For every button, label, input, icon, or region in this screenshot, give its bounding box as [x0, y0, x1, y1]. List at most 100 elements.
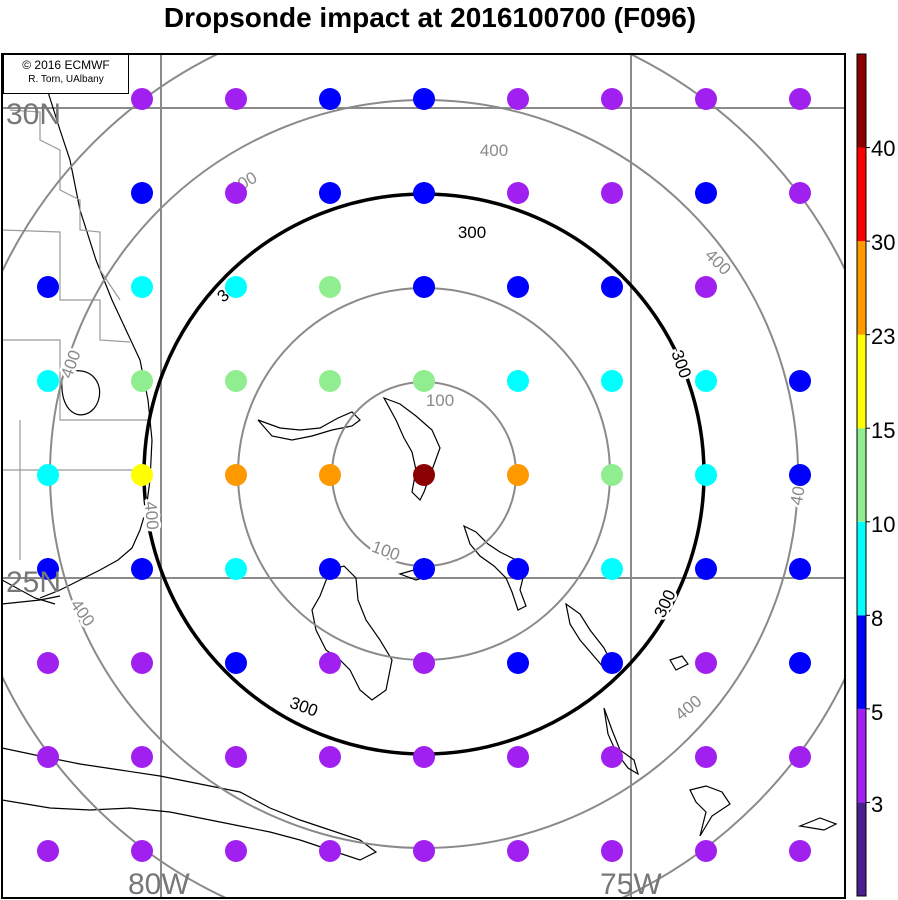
impact-dot: [695, 464, 717, 486]
impact-dot: [37, 840, 59, 862]
colorbar-segment: [857, 428, 866, 522]
county-lines-1: [9, 109, 121, 301]
ring-label: 400: [701, 245, 734, 278]
impact-dot: [413, 464, 435, 486]
impact-dot: [789, 182, 811, 204]
impact-dot: [131, 840, 153, 862]
lon-label: 80W: [128, 868, 190, 900]
florida-keys-coast: [2, 579, 61, 605]
impact-dots: [37, 88, 811, 862]
impact-dot: [319, 464, 341, 486]
impact-dot: [695, 652, 717, 674]
lat-label: 30N: [6, 98, 61, 131]
colorbar-tick: 23: [871, 324, 895, 349]
impact-dot: [319, 276, 341, 298]
impact-dot: [225, 558, 247, 580]
lake-okeechobee: [61, 370, 101, 416]
grand-bahama: [257, 411, 361, 441]
colorbar-labels: 40 30 23 15 10 8 5 3: [871, 136, 895, 817]
lon-label: 75W: [600, 868, 662, 900]
map-title: Dropsonde impact at 2016100700 (F096): [163, 2, 697, 33]
impact-dot: [225, 370, 247, 392]
colorbar-tick: 15: [871, 418, 895, 443]
colorbar-frame: [856, 53, 867, 897]
florida-east-coast: [39, 54, 153, 599]
impact-dot: [601, 746, 623, 768]
ring-label: 100: [369, 537, 402, 565]
impact-dot: [319, 840, 341, 862]
impact-dot: [37, 652, 59, 674]
impact-dot: [319, 370, 341, 392]
graticule-labels: 30N 25N 80W 75W: [6, 98, 662, 900]
andros-island: [311, 565, 393, 701]
impact-dot: [695, 88, 717, 110]
ring-label: 300: [458, 223, 486, 242]
colorbar-tick: 5: [871, 700, 883, 725]
impact-dot: [601, 88, 623, 110]
colorbar-tick: 40: [871, 136, 895, 161]
cuba-north-coast: [2, 747, 378, 861]
impact-dot: [37, 464, 59, 486]
impact-dot: [789, 840, 811, 862]
impact-dot: [789, 558, 811, 580]
impact-dot: [507, 182, 529, 204]
colorbar-segment: [857, 521, 866, 616]
impact-dot: [225, 840, 247, 862]
impact-dot: [507, 464, 529, 486]
credit-box: © 2016 ECMWF R. Torn, UAlbany: [3, 54, 129, 94]
impact-dot: [413, 558, 435, 580]
impact-dot: [37, 558, 59, 580]
colorbar-segment: [857, 708, 866, 803]
inagua: [797, 817, 838, 831]
county-lines-2: [2, 229, 150, 560]
impact-dot: [695, 558, 717, 580]
impact-dot: [225, 88, 247, 110]
ring-500: [2, 54, 845, 898]
impact-dot: [695, 840, 717, 862]
colorbar: [856, 53, 870, 897]
credit-line-1: © 2016 ECMWF: [22, 58, 110, 72]
impact-dot: [131, 182, 153, 204]
impact-dot: [507, 370, 529, 392]
impact-dot: [507, 840, 529, 862]
impact-dot: [413, 746, 435, 768]
impact-dot: [131, 276, 153, 298]
ring-label: 100: [426, 391, 454, 410]
impact-dot: [413, 88, 435, 110]
impact-dot: [131, 558, 153, 580]
colorbar-tick: 8: [871, 606, 883, 631]
impact-dot: [131, 88, 153, 110]
colorbar-tick: 10: [871, 512, 895, 537]
impact-dot: [413, 652, 435, 674]
impact-dot: [131, 746, 153, 768]
impact-dot: [601, 464, 623, 486]
impact-dot: [507, 558, 529, 580]
colorbar-segment: [857, 334, 866, 429]
impact-dot: [413, 276, 435, 298]
impact-dot: [319, 558, 341, 580]
impact-dot: [695, 746, 717, 768]
impact-dot: [507, 276, 529, 298]
ring-label: 300: [287, 693, 320, 721]
colorbar-segment: [857, 802, 866, 896]
coastlines: [2, 54, 838, 861]
impact-dot: [225, 276, 247, 298]
impact-dot: [225, 746, 247, 768]
ring-label: 300: [667, 348, 695, 381]
impact-dot: [37, 370, 59, 392]
impact-dot: [413, 370, 435, 392]
impact-dot: [601, 652, 623, 674]
impact-dot: [789, 464, 811, 486]
eleuthera: [462, 524, 527, 611]
impact-dot: [507, 652, 529, 674]
map-frame: [1, 53, 846, 899]
crooked-island: [689, 785, 731, 837]
colorbar-tick: 30: [871, 230, 895, 255]
impact-dot: [695, 276, 717, 298]
impact-dot: [413, 840, 435, 862]
impact-dot: [789, 370, 811, 392]
impact-dot: [37, 276, 59, 298]
distance-rings: [2, 54, 845, 898]
impact-dot: [601, 276, 623, 298]
impact-dot: [319, 182, 341, 204]
